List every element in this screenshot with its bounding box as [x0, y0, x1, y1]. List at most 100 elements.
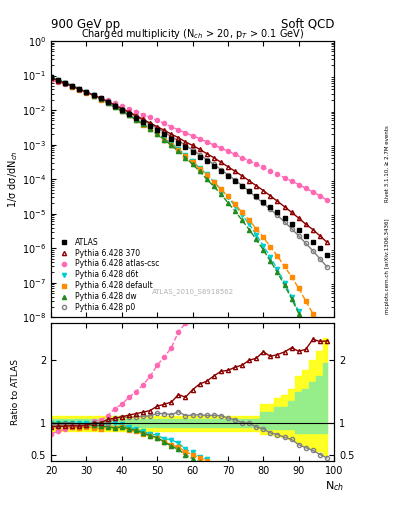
Pythia 6.428 dw [112, 104, 117, 111]
ATLAS [226, 173, 230, 179]
Pythia 6.428 dw [63, 80, 68, 86]
Pythia 6.428 dw [275, 269, 280, 275]
Pythia 6.428 default [289, 274, 294, 280]
Pythia 6.428 370 [233, 168, 237, 174]
Pythia 6.428 p0 [318, 255, 322, 262]
ATLAS [254, 193, 259, 199]
Pythia 6.428 370 [141, 116, 145, 122]
Pythia 6.428 default [148, 126, 152, 132]
ATLAS [63, 80, 68, 86]
Pythia 6.428 atlas-csc [169, 124, 174, 130]
Pythia 6.428 370 [112, 102, 117, 108]
Pythia 6.428 dw [261, 247, 266, 253]
ATLAS [70, 82, 75, 89]
Pythia 6.428 dw [204, 176, 209, 182]
Pythia 6.428 atlas-csc [112, 100, 117, 106]
Pythia 6.428 p0 [219, 166, 223, 173]
Pythia 6.428 d6t [134, 116, 138, 122]
ATLAS [303, 233, 308, 239]
Pythia 6.428 default [219, 186, 223, 192]
Pythia 6.428 370 [268, 193, 273, 199]
Pythia 6.428 370 [275, 198, 280, 204]
ATLAS [261, 199, 266, 205]
Pythia 6.428 atlas-csc [219, 145, 223, 151]
Pythia 6.428 d6t [282, 280, 287, 286]
Pythia 6.428 p0 [155, 125, 160, 131]
Text: mcplots.cern.ch [arXiv:1306.3436]: mcplots.cern.ch [arXiv:1306.3436] [385, 219, 390, 314]
Pythia 6.428 dw [162, 137, 167, 143]
Pythia 6.428 370 [296, 215, 301, 221]
ATLAS [162, 131, 167, 137]
Pythia 6.428 p0 [204, 157, 209, 163]
Pythia 6.428 370 [211, 155, 216, 161]
Line: Pythia 6.428 dw: Pythia 6.428 dw [49, 75, 329, 382]
Pythia 6.428 atlas-csc [119, 103, 124, 109]
Pythia 6.428 p0 [63, 80, 68, 86]
Pythia 6.428 default [91, 93, 96, 99]
Pythia 6.428 370 [70, 83, 75, 89]
Pythia 6.428 atlas-csc [176, 126, 181, 133]
Pythia 6.428 p0 [247, 188, 252, 194]
Pythia 6.428 p0 [162, 129, 167, 135]
Pythia 6.428 p0 [127, 110, 131, 116]
Pythia 6.428 atlas-csc [155, 117, 160, 123]
Pythia 6.428 370 [127, 109, 131, 115]
ATLAS [183, 144, 188, 150]
Pythia 6.428 p0 [275, 212, 280, 219]
Pythia 6.428 default [169, 142, 174, 148]
Pythia 6.428 atlas-csc [325, 197, 329, 203]
Pythia 6.428 atlas-csc [254, 161, 259, 167]
Pythia 6.428 370 [318, 233, 322, 239]
Pythia 6.428 default [190, 159, 195, 165]
Pythia 6.428 p0 [105, 99, 110, 105]
Pythia 6.428 atlas-csc [98, 95, 103, 101]
Pythia 6.428 370 [49, 75, 53, 81]
Pythia 6.428 atlas-csc [296, 181, 301, 187]
Pythia 6.428 p0 [56, 77, 61, 83]
Pythia 6.428 d6t [275, 266, 280, 272]
Pythia 6.428 p0 [296, 233, 301, 239]
Line: Pythia 6.428 p0: Pythia 6.428 p0 [49, 75, 329, 269]
Pythia 6.428 d6t [77, 86, 82, 92]
Pythia 6.428 370 [325, 239, 329, 245]
Pythia 6.428 370 [240, 173, 244, 179]
Pythia 6.428 d6t [56, 77, 61, 83]
Pythia 6.428 atlas-csc [204, 139, 209, 145]
Pythia 6.428 p0 [303, 240, 308, 246]
Pythia 6.428 d6t [310, 343, 315, 349]
Pythia 6.428 default [204, 172, 209, 178]
Text: 900 GeV pp: 900 GeV pp [51, 18, 120, 31]
Pythia 6.428 d6t [169, 140, 174, 146]
Pythia 6.428 d6t [325, 383, 329, 390]
Pythia 6.428 default [226, 193, 230, 199]
ATLAS [325, 252, 329, 258]
Pythia 6.428 default [233, 201, 237, 207]
Pythia 6.428 default [318, 325, 322, 331]
ATLAS [289, 221, 294, 227]
Pythia 6.428 p0 [119, 105, 124, 112]
Pythia 6.428 dw [49, 74, 53, 80]
Pythia 6.428 atlas-csc [240, 155, 244, 161]
Pythia 6.428 p0 [310, 248, 315, 254]
Pythia 6.428 atlas-csc [63, 81, 68, 87]
Pythia 6.428 atlas-csc [197, 136, 202, 142]
Pythia 6.428 d6t [211, 179, 216, 185]
ATLAS [275, 209, 280, 216]
Pythia 6.428 d6t [204, 171, 209, 177]
Pythia 6.428 atlas-csc [56, 79, 61, 85]
Pythia 6.428 default [84, 90, 89, 96]
Pythia 6.428 default [268, 244, 273, 250]
Pythia 6.428 default [240, 209, 244, 216]
Pythia 6.428 d6t [190, 158, 195, 164]
Pythia 6.428 d6t [112, 103, 117, 109]
Pythia 6.428 p0 [169, 134, 174, 140]
Pythia 6.428 dw [240, 217, 244, 223]
Pythia 6.428 atlas-csc [148, 114, 152, 120]
Pythia 6.428 370 [282, 204, 287, 210]
Pythia 6.428 d6t [119, 108, 124, 114]
Pythia 6.428 dw [119, 108, 124, 114]
Pythia 6.428 atlas-csc [247, 158, 252, 164]
Pythia 6.428 p0 [233, 177, 237, 183]
Pythia 6.428 370 [219, 159, 223, 165]
Pythia 6.428 atlas-csc [134, 109, 138, 115]
